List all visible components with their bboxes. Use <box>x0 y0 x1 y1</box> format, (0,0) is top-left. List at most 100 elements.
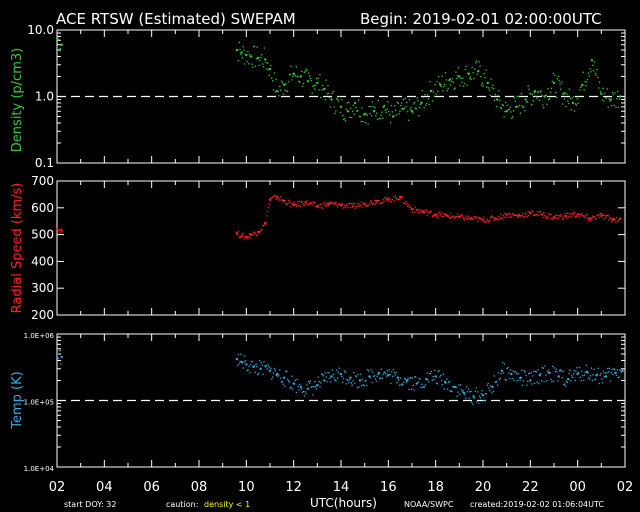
density-point <box>282 93 285 95</box>
temp-point <box>490 392 493 394</box>
temp-point <box>381 377 384 379</box>
density-point <box>321 84 324 87</box>
speed-ytick-label: 300 <box>31 281 54 295</box>
density-point <box>619 95 622 98</box>
temp-point <box>428 381 430 383</box>
temp-point <box>576 366 578 369</box>
density-point <box>418 106 421 109</box>
density-point <box>606 88 609 90</box>
density-point <box>548 97 551 100</box>
temp-point <box>400 384 402 386</box>
temp-point <box>603 375 606 378</box>
speed-point <box>472 218 475 220</box>
temp-point <box>358 379 362 382</box>
speed-point <box>559 215 561 217</box>
temp-point <box>601 378 603 380</box>
temp-point <box>525 374 527 377</box>
temp-point <box>370 369 372 371</box>
temp-point <box>538 374 541 377</box>
speed-point <box>373 203 375 205</box>
density-point <box>576 98 578 100</box>
temp-point <box>417 381 420 383</box>
temp-ylabel: Temp (K) <box>10 371 25 429</box>
temp-point <box>485 393 488 395</box>
temp-point <box>574 379 576 382</box>
temp-point <box>446 378 448 380</box>
density-point <box>275 78 277 81</box>
temp-point <box>539 372 542 375</box>
density-point <box>459 84 461 87</box>
density-point <box>361 107 363 109</box>
density-point <box>291 79 293 81</box>
density-point <box>321 89 323 91</box>
temp-point <box>510 372 513 376</box>
speed-point <box>268 203 270 205</box>
temp-point <box>496 384 499 386</box>
speed-ytick-label: 200 <box>31 308 54 322</box>
density-point <box>281 82 284 84</box>
temp-point <box>328 371 330 374</box>
x-tick-label: 22 <box>522 480 539 495</box>
density-point <box>338 96 341 98</box>
speed-point <box>499 217 501 219</box>
temp-point <box>496 380 498 383</box>
speed-point <box>542 216 544 219</box>
temp-point <box>441 383 444 386</box>
speed-point <box>571 216 573 218</box>
density-point <box>352 104 355 107</box>
speed-point <box>599 212 602 215</box>
density-point <box>318 89 320 91</box>
density-point <box>297 76 299 78</box>
speed-point <box>551 218 554 220</box>
speed-point <box>299 205 302 207</box>
temp-point <box>390 382 392 385</box>
speed-point <box>358 203 361 206</box>
temp-point <box>272 371 275 374</box>
speed-point <box>521 212 524 215</box>
temp-point <box>403 381 405 384</box>
speed-point <box>298 200 301 202</box>
speed-point <box>603 218 605 220</box>
temp-point <box>311 386 313 388</box>
density-point <box>497 94 499 97</box>
temp-point <box>545 374 547 376</box>
temp-point <box>319 386 321 388</box>
density-point <box>301 85 304 87</box>
density-point <box>552 72 554 75</box>
temp-point <box>355 375 358 378</box>
temp-ytick-label: 1.0E+05 <box>24 399 54 407</box>
temp-point <box>585 370 589 374</box>
temp-point <box>239 360 241 363</box>
density-point <box>416 97 418 99</box>
temp-point <box>451 390 453 393</box>
temp-point <box>323 379 326 382</box>
temp-point <box>242 367 244 369</box>
density-point <box>346 102 348 104</box>
temp-point <box>374 378 377 380</box>
temp-point <box>481 394 485 397</box>
speed-point <box>502 214 505 217</box>
density-point <box>404 97 406 99</box>
density-point <box>490 78 492 80</box>
temp-point <box>361 378 364 381</box>
temp-point <box>60 355 63 359</box>
speed-point <box>303 204 306 206</box>
speed-ytick-label: 400 <box>31 254 54 268</box>
density-point <box>420 101 423 105</box>
speed-point <box>369 200 372 202</box>
temp-point <box>523 369 526 372</box>
density-point <box>617 106 620 108</box>
density-point <box>536 97 538 99</box>
speed-point <box>619 217 622 220</box>
density-point <box>548 98 550 101</box>
density-point <box>530 103 533 106</box>
temp-point <box>557 380 559 382</box>
density-panel: 10.0 1.0 0.1 <box>27 23 626 170</box>
speed-point <box>492 216 494 218</box>
speed-point <box>382 198 385 201</box>
density-point <box>597 76 599 79</box>
temp-point <box>261 364 264 366</box>
speed-point <box>342 207 345 209</box>
density-point <box>425 104 427 107</box>
temp-point <box>507 366 509 369</box>
